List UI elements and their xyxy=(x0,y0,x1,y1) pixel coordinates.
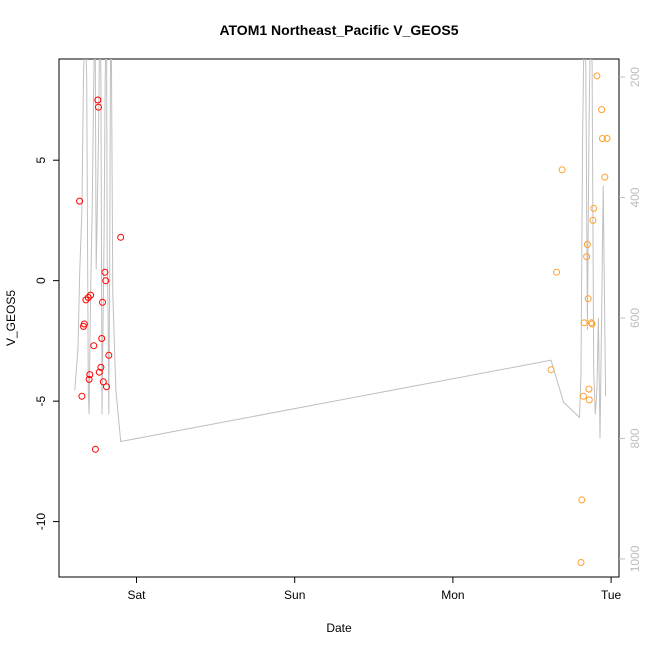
y-tick-label: -5 xyxy=(34,395,48,406)
data-point xyxy=(593,72,601,80)
data-point xyxy=(601,173,609,181)
data-point xyxy=(76,197,84,205)
data-point xyxy=(95,103,102,111)
data-point xyxy=(583,241,591,248)
pressure-line-layer xyxy=(74,59,607,443)
data-point xyxy=(598,106,606,114)
data-point xyxy=(91,445,99,453)
points-layer xyxy=(76,72,611,566)
data-point xyxy=(547,366,555,374)
data-point xyxy=(80,320,88,328)
right-tick-label: 600 xyxy=(628,308,642,328)
y-axis-label: V_GEOS5 xyxy=(4,290,18,346)
x-tick-label: Mon xyxy=(441,588,464,602)
plot-frame xyxy=(58,58,620,578)
y-tick-label: 5 xyxy=(34,157,48,164)
data-point xyxy=(103,383,110,391)
right-tick-label: 800 xyxy=(628,428,642,448)
data-point xyxy=(577,559,585,566)
x-axis-label: Date xyxy=(326,621,352,635)
data-point xyxy=(585,396,593,404)
x-tick-label: Sun xyxy=(284,588,305,602)
data-point xyxy=(587,319,595,327)
right-tick-label: 1000 xyxy=(628,545,642,572)
data-point xyxy=(578,496,586,504)
data-point xyxy=(588,320,596,328)
data-point xyxy=(86,371,94,379)
data-point xyxy=(87,291,95,299)
data-point xyxy=(101,268,109,276)
chart-title: ATOM1 Northeast_Pacific V_GEOS5 xyxy=(219,22,458,38)
data-point xyxy=(553,268,560,276)
data-point xyxy=(82,296,90,304)
y-tick-label: -10 xyxy=(34,513,48,531)
data-point xyxy=(78,392,86,400)
data-point xyxy=(558,166,566,174)
data-point xyxy=(95,368,103,376)
data-point xyxy=(579,392,587,400)
x-tick-label: Tue xyxy=(601,588,622,602)
data-point xyxy=(99,378,107,386)
pressure-line xyxy=(74,59,607,443)
y-tick-label: 0 xyxy=(34,277,48,284)
data-point xyxy=(590,204,598,212)
right-tick-label: 200 xyxy=(628,67,642,87)
x-axis: Sat Sun Mon Tue xyxy=(128,577,622,602)
data-point xyxy=(102,277,110,285)
data-point xyxy=(603,135,611,142)
right-axis: 200 400 600 800 1000 xyxy=(619,67,642,572)
data-point xyxy=(90,342,98,350)
data-point xyxy=(98,335,106,342)
data-point xyxy=(580,319,588,327)
right-tick-label: 400 xyxy=(628,187,642,207)
data-point xyxy=(598,135,606,142)
data-point xyxy=(99,298,106,306)
data-point xyxy=(117,233,125,241)
data-point xyxy=(97,363,105,371)
data-point xyxy=(105,351,113,359)
data-point xyxy=(84,294,92,301)
data-point xyxy=(589,216,597,224)
y-axis: -10 -5 0 5 xyxy=(34,157,59,531)
data-point xyxy=(85,375,93,383)
x-tick-label: Sat xyxy=(128,588,147,602)
data-point xyxy=(94,96,102,104)
data-point xyxy=(583,253,591,261)
data-point xyxy=(585,385,593,393)
data-point xyxy=(584,295,592,303)
